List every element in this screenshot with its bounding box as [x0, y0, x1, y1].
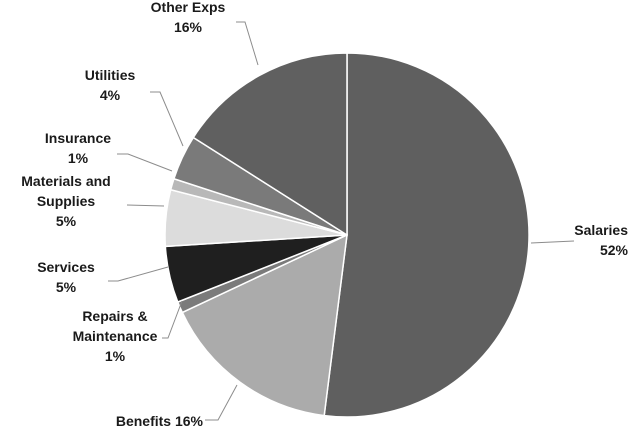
data-label-line: 52% [600, 242, 629, 258]
leader-line-benefits [205, 384, 238, 421]
data-label-line: 16% [174, 19, 203, 35]
data-label-line: Materials and [21, 173, 110, 189]
data-label-line: Utilities [85, 67, 136, 83]
pie-slice-benefits [181, 233, 348, 417]
data-label-line: Benefits 16% [116, 413, 204, 429]
data-label-line: Repairs & [82, 308, 147, 324]
data-label-insurance: Insurance 1% [45, 130, 111, 166]
pie-slice-salaries [323, 52, 530, 418]
data-label-other-exps: Other Exps 16% [151, 0, 226, 35]
data-label-line: Services [37, 259, 95, 275]
pie-slices [164, 52, 530, 418]
data-label-benefits: Benefits 16% [116, 413, 204, 429]
leader-line-salaries [530, 240, 575, 244]
data-label-line: 5% [56, 213, 77, 229]
data-label-line: 1% [105, 348, 126, 364]
data-label-line: Insurance [45, 130, 111, 146]
data-label-line: 5% [56, 279, 77, 295]
leader-line-insurance [117, 153, 173, 172]
data-labels: Salaries 52% Benefits 16% Repairs & Maintena… [21, 0, 628, 429]
data-label-line: Supplies [37, 193, 96, 209]
data-label-line: Maintenance [73, 328, 158, 344]
data-label-line: 4% [100, 87, 121, 103]
data-label-repairs-maintenance: Repairs & Maintenance 1% [73, 308, 158, 364]
data-label-materials-and-supplies: Materials and Supplies 5% [21, 173, 110, 229]
data-label-utilities: Utilities 4% [85, 67, 136, 103]
leader-lines [108, 21, 575, 421]
data-label-salaries: Salaries 52% [574, 222, 628, 258]
leader-line-repairs-maintenance [162, 300, 183, 339]
data-label-services: Services 5% [37, 259, 95, 295]
leader-line-utilities [150, 91, 184, 147]
leader-line-services [108, 266, 169, 282]
leader-line-materials-and-supplies [126, 204, 165, 207]
data-label-line: Salaries [574, 222, 628, 238]
leader-line-other-exps [236, 21, 259, 66]
pie-slice-other-exps [192, 52, 348, 237]
data-label-line: 1% [68, 150, 89, 166]
data-label-line: Other Exps [151, 0, 226, 15]
